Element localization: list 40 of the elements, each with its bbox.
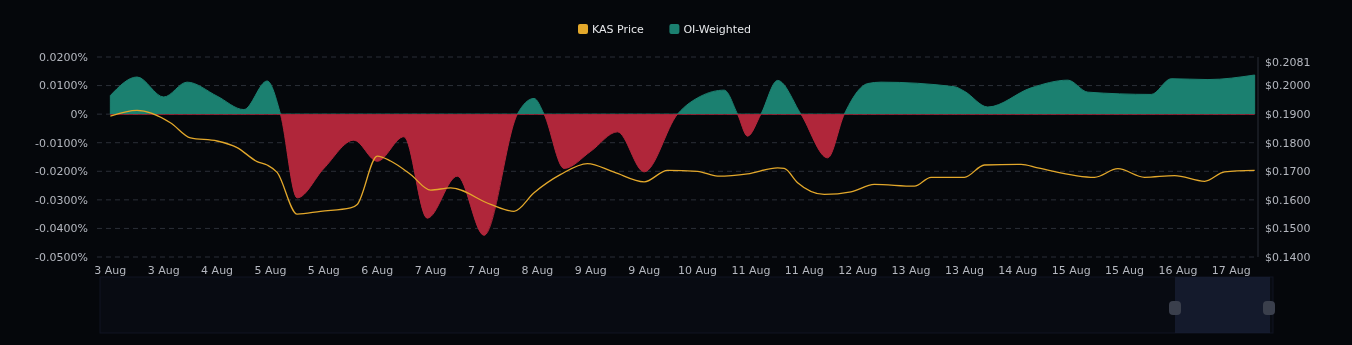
x-tick-label: 9 Aug xyxy=(574,264,607,277)
x-tick-label: 14 Aug xyxy=(998,264,1038,277)
x-tick-label: 8 Aug xyxy=(521,264,554,277)
x-tick-label: 17 Aug xyxy=(1211,264,1251,277)
x-tick-label: 5 Aug xyxy=(307,264,340,277)
legend-label: KAS Price xyxy=(592,22,645,36)
x-tick-label: 16 Aug xyxy=(1158,264,1198,277)
x-tick-label: 13 Aug xyxy=(891,264,931,277)
x-tick-label: 11 Aug xyxy=(784,264,824,277)
x-tick-label: 3 Aug xyxy=(94,264,127,277)
y2-tick-label: $0.1800 xyxy=(1265,136,1311,150)
x-tick-label: 4 Aug xyxy=(201,264,234,277)
x-tick-label: 5 Aug xyxy=(254,264,287,277)
y-tick-label: -0.0100% xyxy=(35,136,88,150)
y-tick-label: -0.0300% xyxy=(35,193,88,207)
x-tick-label: 10 Aug xyxy=(678,264,718,277)
x-tick-label: 7 Aug xyxy=(414,264,447,277)
y2-tick-label: $0.1700 xyxy=(1265,165,1311,179)
y-tick-label: 0.0100% xyxy=(39,79,88,93)
x-tick-label: 9 Aug xyxy=(628,264,661,277)
x-tick-label: 13 Aug xyxy=(944,264,984,277)
x-tick-label: 12 Aug xyxy=(838,264,878,277)
x-tick-label: 11 Aug xyxy=(731,264,771,277)
y-tick-label: 0.0200% xyxy=(39,50,88,64)
y-tick-label: 0% xyxy=(70,107,88,121)
y2-tick-label: $0.1400 xyxy=(1265,250,1311,264)
x-tick-label: 6 Aug xyxy=(361,264,394,277)
legend-label: OI-Weighted xyxy=(683,22,751,36)
x-tick-label: 7 Aug xyxy=(468,264,500,277)
y-tick-label: -0.0500% xyxy=(35,250,88,264)
x-tick-label: 15 Aug xyxy=(1105,264,1145,277)
x-tick-label: 3 Aug xyxy=(147,264,180,277)
x-tick-label: 15 Aug xyxy=(1051,264,1091,277)
y-tick-label: -0.0200% xyxy=(35,165,88,179)
y2-tick-label: $0.2000 xyxy=(1265,79,1311,93)
y2-tick-label: $0.1600 xyxy=(1265,193,1311,207)
y-tick-label: -0.0400% xyxy=(35,222,88,236)
y2-tick-label: $0.1500 xyxy=(1265,222,1311,236)
y2-tick-label: $0.2081 xyxy=(1265,56,1311,70)
y2-tick-label: $0.1900 xyxy=(1265,107,1311,121)
